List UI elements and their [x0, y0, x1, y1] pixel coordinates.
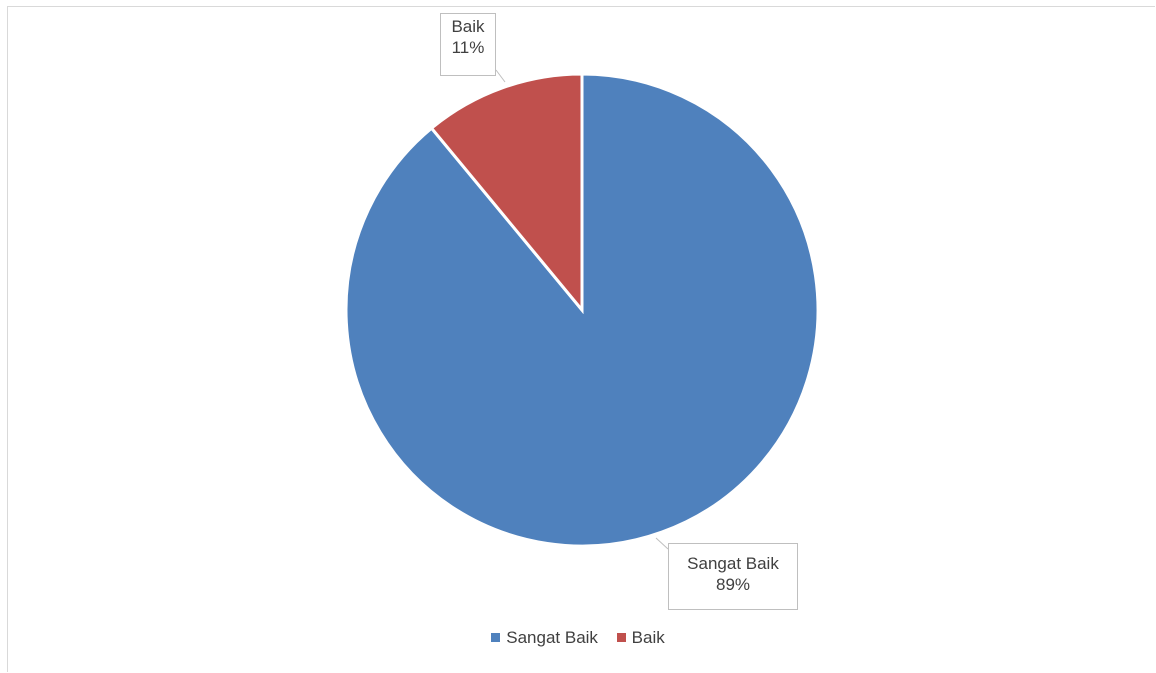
leader-line-sangat-baik	[655, 537, 669, 550]
data-label-baik: Baik 11%	[440, 13, 496, 76]
legend-label-sangat-baik: Sangat Baik	[506, 627, 598, 647]
legend-item-sangat-baik: Sangat Baik	[491, 628, 598, 648]
data-label-sangat-baik: Sangat Baik 89%	[668, 543, 798, 610]
legend-swatch-baik	[616, 633, 626, 642]
legend-item-baik: Baik	[616, 627, 665, 648]
legend-label-baik: Baik	[631, 627, 665, 647]
chart-area	[7, 6, 1155, 672]
legend-swatch-sangat-baik	[491, 633, 501, 642]
legend: Sangat Baik Baik	[0, 627, 1156, 648]
leader-line-baik	[495, 69, 506, 83]
pie-slice-baik	[429, 72, 584, 315]
